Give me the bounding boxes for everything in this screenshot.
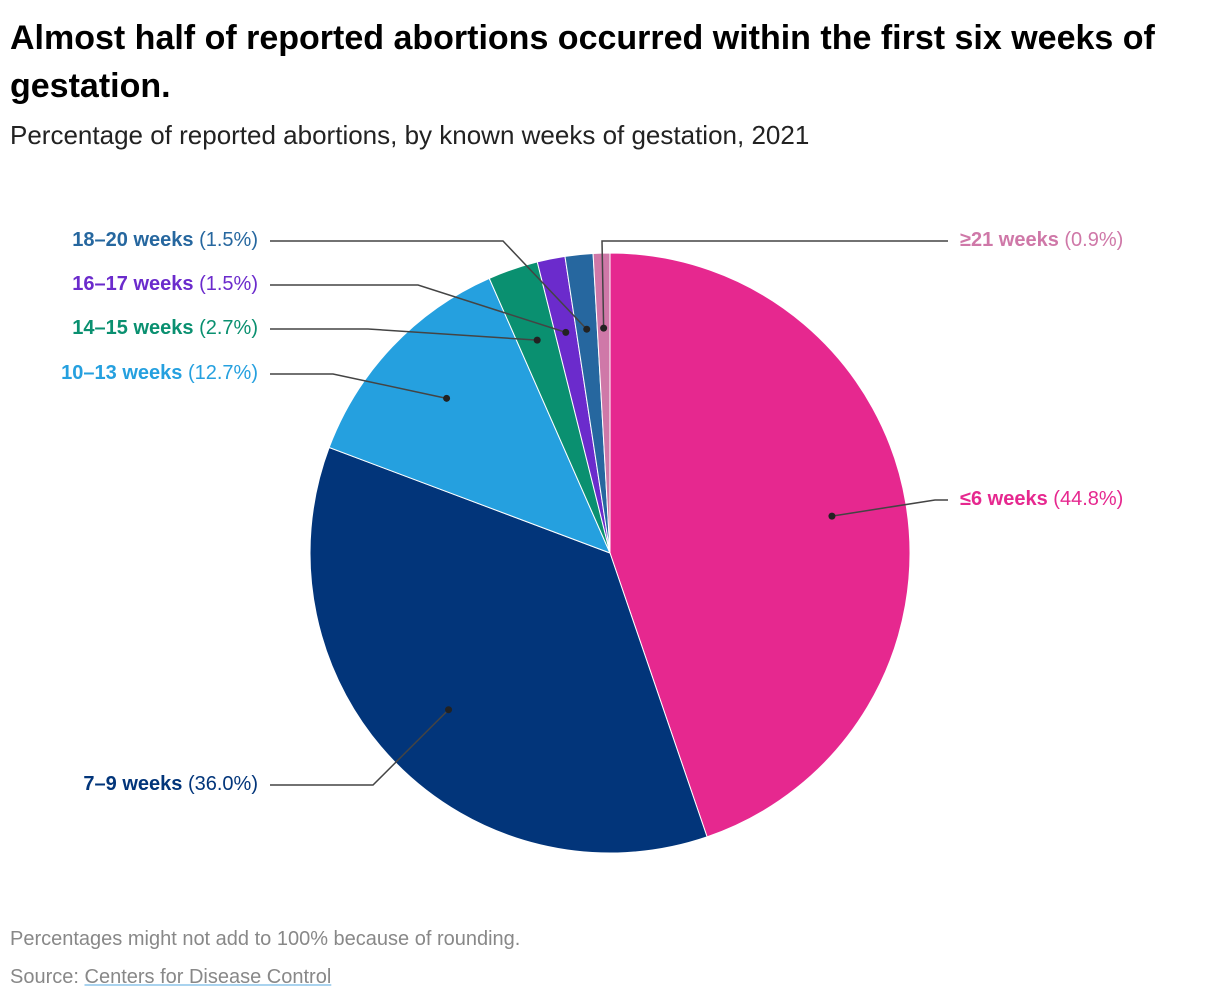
chart-subtitle: Percentage of reported abortions, by kno…	[10, 120, 810, 150]
slice-label: ≤6 weeks (44.8%)	[960, 488, 1123, 510]
slice-label: 7–9 weeks (36.0%)	[83, 773, 258, 795]
category-label: 16–17 weeks	[72, 273, 193, 295]
category-label: 18–20 weeks	[72, 229, 193, 251]
value-label: (12.7%)	[188, 362, 258, 384]
value-label: (1.5%)	[199, 273, 258, 295]
leader-dot	[583, 325, 591, 333]
leader-line	[270, 328, 538, 341]
category-label: 7–9 weeks	[83, 773, 182, 795]
category-label: ≤6 weeks	[960, 488, 1048, 510]
category-label: 14–15 weeks	[72, 317, 193, 339]
leader-line	[270, 709, 450, 786]
leader-dot	[443, 394, 451, 402]
chart-title: Almost half of reported abortions occurr…	[10, 19, 1155, 105]
leader-line	[270, 240, 588, 330]
value-label: (0.9%)	[1064, 229, 1123, 251]
category-label: ≥21 weeks	[960, 229, 1059, 251]
value-label: (44.8%)	[1053, 488, 1123, 510]
leader-line	[601, 240, 948, 329]
source: Source: Centers for Disease Control	[10, 966, 331, 989]
slice-label: 16–17 weeks (1.5%)	[72, 273, 258, 295]
pie-slice	[328, 277, 611, 554]
slice-label: 18–20 weeks (1.5%)	[72, 229, 258, 251]
source-link[interactable]: Centers for Disease Control	[84, 966, 332, 988]
note: Percentages might not add to 100% becaus…	[10, 928, 521, 950]
category-label: 10–13 weeks	[61, 362, 182, 384]
leader-dot	[828, 512, 836, 520]
leader-line	[270, 373, 447, 400]
pie-slice	[309, 446, 708, 854]
value-label: (36.0%)	[188, 773, 258, 795]
leader-line	[270, 284, 567, 334]
leader-line	[831, 499, 948, 517]
value-label: (1.5%)	[199, 229, 258, 251]
slice-label: 14–15 weeks (2.7%)	[72, 317, 258, 339]
value-label: (2.7%)	[199, 317, 258, 339]
slice-label: 10–13 weeks (12.7%)	[61, 362, 258, 384]
leader-dot	[600, 324, 608, 332]
leader-dot	[533, 336, 541, 344]
leader-dot	[445, 706, 453, 714]
source-label: Source:	[10, 966, 79, 988]
leader-dot	[562, 328, 570, 336]
slice-label: ≥21 weeks (0.9%)	[960, 229, 1123, 251]
